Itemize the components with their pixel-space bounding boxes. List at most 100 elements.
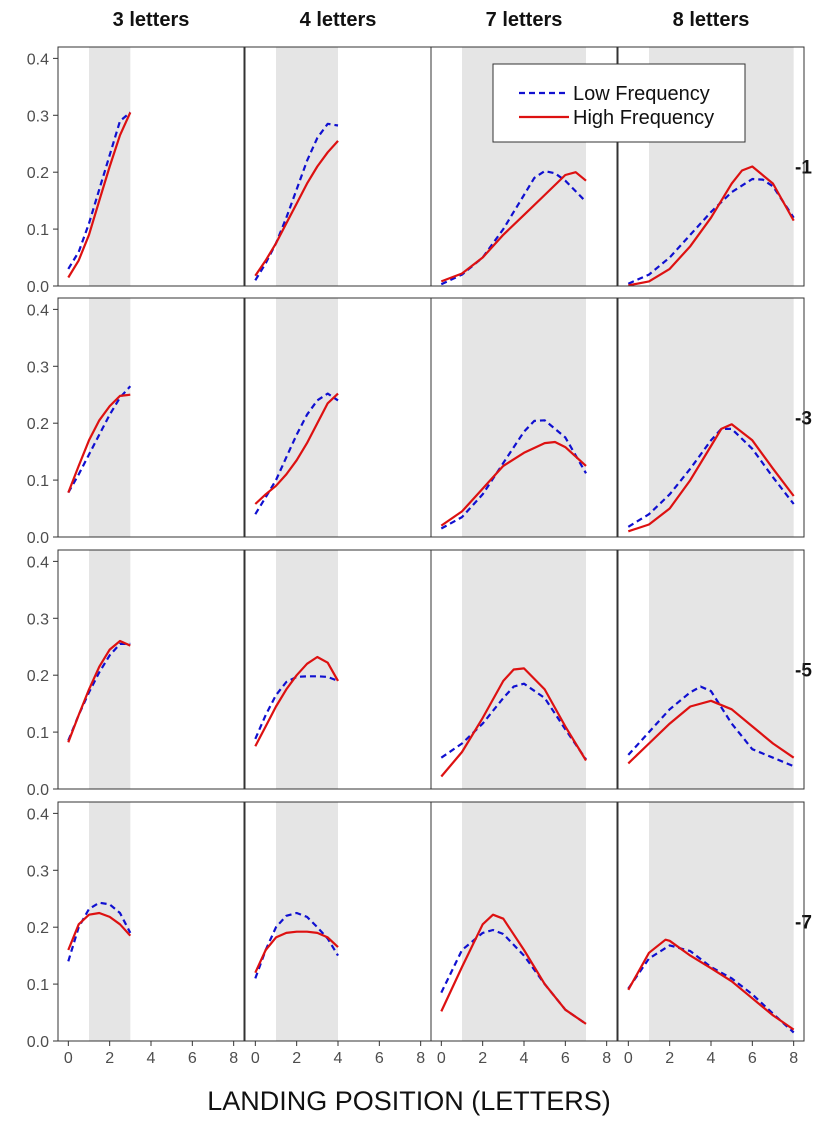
row-label: -7 <box>795 913 812 934</box>
row-label: -3 <box>795 409 812 430</box>
panel <box>430 297 618 538</box>
y-tick-label: 0.3 <box>27 611 49 628</box>
high-frequency-line <box>627 938 795 1031</box>
x-tick-label: 8 <box>416 1050 425 1067</box>
panel <box>244 549 432 790</box>
x-tick-label: 0 <box>437 1050 446 1067</box>
shaded-region <box>276 47 338 286</box>
low-frequency-line <box>67 642 131 742</box>
x-tick-label: 0 <box>64 1050 73 1067</box>
y-tick-label: 0.2 <box>27 416 49 433</box>
panel-border <box>57 297 245 538</box>
x-tick-label: 6 <box>188 1050 197 1067</box>
low-frequency-line <box>67 111 132 270</box>
y-tick-label: 0.0 <box>27 530 49 547</box>
panel-border <box>57 46 245 287</box>
panel: 0.0 0.1 0.2 0.3 0.4 <box>27 297 245 547</box>
low-frequency-line <box>440 170 587 286</box>
y-tick-label: 0.4 <box>27 302 49 319</box>
high-frequency-line <box>67 393 131 493</box>
panel-border <box>617 297 805 538</box>
column-title: 3 letters <box>113 9 190 31</box>
x-tick-label: 4 <box>147 1050 156 1067</box>
x-tick-label: 0 <box>624 1050 633 1067</box>
panel-border <box>430 46 618 287</box>
panel: 0.0 0.1 0.2 0.3 0.4 0 2 4 6 8 <box>27 801 245 1067</box>
x-tick-label: 2 <box>105 1050 114 1067</box>
column-title: 7 letters <box>486 9 563 31</box>
high-frequency-line <box>440 913 587 1025</box>
high-frequency-line <box>254 930 339 974</box>
x-tick-label: 6 <box>561 1050 570 1067</box>
y-tick-label: 0.0 <box>27 782 49 799</box>
y-tick-label: 0.1 <box>27 725 49 742</box>
y-tick-label: 0.2 <box>27 920 49 937</box>
panel: 0 2 4 6 8 <box>617 801 805 1067</box>
high-frequency-line <box>254 392 339 505</box>
low-frequency-line <box>440 682 587 761</box>
facet-panels: 0.00.10.20.30.40.00.10.20.30.40.00.10.20… <box>27 46 805 1067</box>
shaded-region <box>649 550 794 789</box>
y-tick-label: 0.3 <box>27 863 49 880</box>
shaded-region <box>276 298 338 537</box>
y-tick-label: 0.4 <box>27 51 49 68</box>
panel <box>617 549 805 790</box>
low-frequency-line <box>254 675 339 740</box>
panel-border <box>57 801 245 1042</box>
shaded-region <box>649 802 794 1041</box>
legend-label: High Frequency <box>573 107 714 129</box>
panel <box>430 549 618 790</box>
legend-label: Low Frequency <box>573 83 710 105</box>
y-tick-label: 0.1 <box>27 473 49 490</box>
panel <box>430 46 618 287</box>
high-frequency-line <box>67 111 132 279</box>
row-labels: -1-3-5-7 <box>795 158 812 934</box>
high-frequency-line <box>254 655 339 747</box>
x-tick-label: 8 <box>602 1050 611 1067</box>
column-title: 4 letters <box>300 9 377 31</box>
panel: 0 2 4 6 8 <box>430 801 618 1067</box>
shaded-region <box>276 802 338 1041</box>
column-titles: 3 letters 4 letters 7 letters 8 letters <box>113 9 750 31</box>
x-tick-label: 4 <box>707 1050 716 1067</box>
x-tick-label: 6 <box>748 1050 757 1067</box>
y-tick-label: 0.4 <box>27 806 49 823</box>
x-tick-label: 8 <box>229 1050 238 1067</box>
shaded-region <box>89 550 131 789</box>
legend-box <box>492 63 746 143</box>
high-frequency-line <box>440 667 587 778</box>
x-tick-label: 2 <box>292 1050 301 1067</box>
column-title: 8 letters <box>673 9 750 31</box>
x-tick-label: 8 <box>789 1050 798 1067</box>
y-tick-label: 0.0 <box>27 1034 49 1051</box>
y-tick-label: 0.2 <box>27 668 49 685</box>
y-tick-label: 0.1 <box>27 977 49 994</box>
low-frequency-line <box>67 385 132 494</box>
high-frequency-line <box>440 171 587 283</box>
low-frequency-line <box>627 685 795 768</box>
low-frequency-line <box>627 427 795 528</box>
high-frequency-line <box>67 911 132 951</box>
panel <box>244 297 432 538</box>
panel-border <box>430 297 618 538</box>
panel: 0.0 0.1 0.2 0.3 0.4 <box>27 549 245 799</box>
shaded-region <box>462 298 586 537</box>
high-frequency-line <box>628 165 795 286</box>
y-tick-label: 0.3 <box>27 359 49 376</box>
x-tick-label: 2 <box>478 1050 487 1067</box>
x-axis-label: LANDING POSITION (LETTERS) <box>207 1086 611 1116</box>
y-tick-label: 0.1 <box>27 222 49 239</box>
shaded-region <box>462 802 586 1041</box>
y-tick-label: 0.2 <box>27 165 49 182</box>
panel-border <box>617 46 805 287</box>
high-frequency-line <box>67 639 131 743</box>
low-frequency-line <box>254 911 339 979</box>
x-tick-label: 0 <box>251 1050 260 1067</box>
shaded-region <box>276 550 338 789</box>
y-tick-label: 0.0 <box>27 279 49 296</box>
x-tick-label: 2 <box>665 1050 674 1067</box>
low-frequency-line <box>627 944 795 1034</box>
panel <box>244 46 432 287</box>
